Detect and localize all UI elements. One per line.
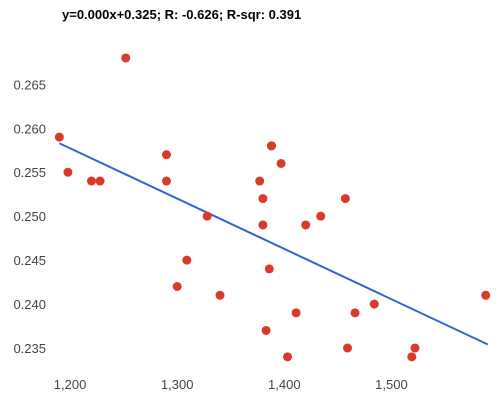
data-point <box>276 158 286 168</box>
data-point <box>481 290 491 300</box>
data-point <box>301 220 311 230</box>
data-point <box>369 299 379 309</box>
data-point <box>258 194 268 204</box>
data-point <box>264 264 274 274</box>
data-point <box>410 343 420 353</box>
data-point <box>350 308 360 318</box>
trendline-layer <box>58 142 489 346</box>
data-point <box>161 176 171 186</box>
data-point <box>266 141 276 151</box>
y-tick-label: 0.265 <box>13 77 46 92</box>
x-axis-tick-labels: 1,200 1,300 1,400 1,500 <box>54 377 408 392</box>
data-point <box>291 308 301 318</box>
data-point <box>86 176 96 186</box>
chart-title: y=0.000x+0.325; R: -0.626; R-sqr: 0.391 <box>62 7 301 22</box>
data-point <box>215 290 225 300</box>
data-point <box>121 53 131 63</box>
data-point <box>407 352 417 362</box>
y-tick-label: 0.240 <box>13 297 46 312</box>
data-point <box>316 211 326 221</box>
data-point <box>258 220 268 230</box>
data-point <box>202 211 212 221</box>
y-tick-label: 0.255 <box>13 165 46 180</box>
y-axis-tick-labels: 0.235 0.240 0.245 0.250 0.255 0.260 0.265 <box>13 77 46 356</box>
x-tick-label: 1,400 <box>268 377 301 392</box>
data-point <box>161 150 171 160</box>
y-tick-label: 0.235 <box>13 341 46 356</box>
data-point <box>343 343 353 353</box>
data-point <box>95 176 105 186</box>
data-point <box>182 255 192 265</box>
x-tick-label: 1,300 <box>161 377 194 392</box>
data-point <box>54 132 64 142</box>
data-point <box>255 176 265 186</box>
x-tick-label: 1,500 <box>375 377 408 392</box>
data-point <box>340 194 350 204</box>
data-point <box>63 167 73 177</box>
y-tick-label: 0.245 <box>13 253 46 268</box>
data-point <box>283 352 293 362</box>
y-tick-label: 0.260 <box>13 121 46 136</box>
y-tick-label: 0.250 <box>13 209 46 224</box>
data-point <box>172 282 182 291</box>
trendline <box>58 142 489 346</box>
x-tick-label: 1,200 <box>54 377 87 392</box>
data-points <box>54 53 491 362</box>
data-point <box>261 325 271 335</box>
